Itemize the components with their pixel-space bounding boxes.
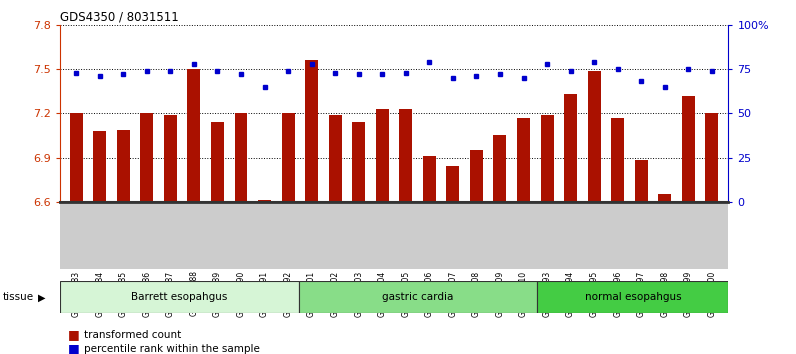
Bar (164, 115, 177, 202)
Bar (282, 113, 295, 202)
Text: ■: ■ (68, 328, 80, 341)
Bar (187, 69, 201, 202)
Bar (235, 113, 248, 202)
Bar (258, 200, 271, 202)
Text: Barrett esopahgus: Barrett esopahgus (131, 292, 228, 302)
Bar (117, 130, 130, 202)
Bar (470, 150, 483, 202)
Text: gastric cardia: gastric cardia (382, 292, 454, 302)
Bar (682, 96, 695, 202)
Bar (329, 115, 341, 202)
Bar (494, 135, 506, 202)
Text: transformed count: transformed count (84, 330, 181, 339)
Bar (60, 281, 298, 313)
Bar (93, 131, 106, 202)
Bar (298, 281, 537, 313)
Bar (211, 122, 224, 202)
Text: ■: ■ (68, 342, 80, 354)
Bar (537, 281, 728, 313)
Bar (400, 109, 412, 202)
Bar (658, 194, 671, 202)
Bar (70, 113, 83, 202)
Text: normal esopahgus: normal esopahgus (584, 292, 681, 302)
Text: ▶: ▶ (38, 292, 45, 302)
Bar (376, 109, 388, 202)
Bar (634, 160, 648, 202)
Bar (587, 70, 601, 202)
Bar (423, 156, 436, 202)
Bar (305, 60, 318, 202)
Bar (447, 166, 459, 202)
Bar (140, 113, 154, 202)
Bar (564, 94, 577, 202)
Bar (705, 113, 718, 202)
Text: GDS4350 / 8031511: GDS4350 / 8031511 (60, 11, 178, 24)
Bar (611, 118, 624, 202)
Text: percentile rank within the sample: percentile rank within the sample (84, 344, 259, 354)
Bar (352, 122, 365, 202)
Bar (540, 115, 553, 202)
Text: tissue: tissue (2, 292, 33, 302)
Bar (517, 118, 530, 202)
